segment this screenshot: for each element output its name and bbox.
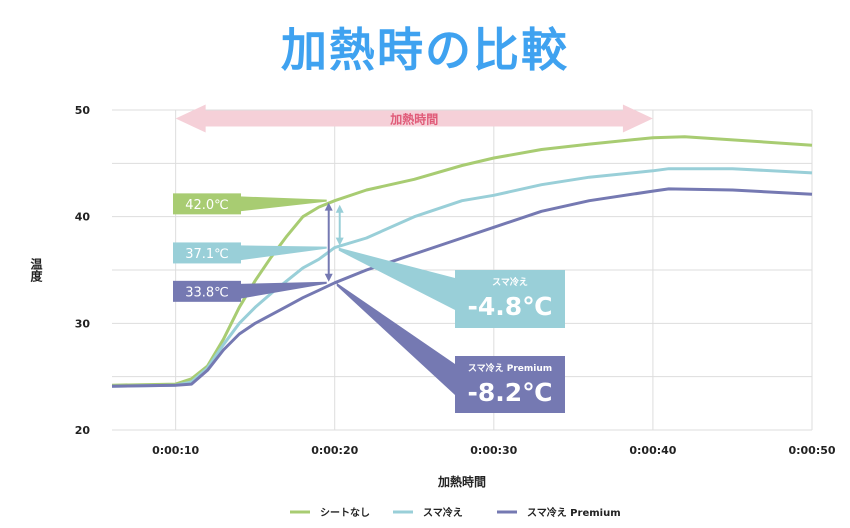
- legend-label: シートなし: [320, 507, 370, 519]
- value-callout-pointer: [239, 196, 327, 212]
- heating-range-annotation: 加熱時間: [175, 104, 653, 133]
- x-tick-label: 0:00:50: [788, 444, 835, 457]
- diff-box-value: -8.2℃: [468, 378, 553, 407]
- y-axis-label: 温度: [29, 258, 43, 283]
- x-tick-label: 0:00:40: [629, 444, 676, 457]
- legend-label: スマ冷え Premium: [527, 506, 621, 519]
- diff-box-value: -4.8℃: [468, 292, 553, 321]
- x-tick-label: 0:00:30: [470, 444, 517, 457]
- diff-box-title: スマ冷え: [492, 276, 528, 288]
- value-label-box: [173, 242, 241, 264]
- value-label-box: [173, 193, 241, 215]
- diff-arrow-premium-head: [324, 202, 333, 211]
- value-label-text: 37.1℃: [185, 247, 229, 262]
- x-tick-label: 0:00:10: [152, 444, 199, 457]
- value-label-box: [173, 280, 241, 302]
- diff-arrow-sumahie-head: [335, 204, 344, 213]
- series-layer: [111, 135, 813, 388]
- diff-box-title: スマ冷え Premium: [468, 362, 552, 374]
- heating-range-arrow: [175, 104, 653, 133]
- value-label-text: 33.8℃: [185, 285, 229, 300]
- y-tick-label: 30: [75, 317, 91, 330]
- diff-callout-pointer: [338, 247, 455, 310]
- y-tick-label: 50: [75, 104, 91, 117]
- diff-arrow-premium-head: [324, 273, 333, 282]
- series-line: [111, 135, 813, 387]
- y-tick-label: 40: [75, 211, 91, 224]
- value-callout-pointer: [239, 281, 327, 299]
- value-callout-pointer: [239, 245, 327, 261]
- x-tick-label: 0:00:20: [311, 444, 358, 457]
- legend: シートなし スマ冷え スマ冷え Premium: [290, 506, 621, 519]
- axes: 20 30 40 50 0:00:10 0:00:20 0:00:30 0:00:40 0:00…: [29, 104, 836, 489]
- diff-callout-pointer: [336, 282, 455, 395]
- value-label-text: 42.0℃: [185, 198, 229, 213]
- annotation-layer: 42.0℃ 37.1℃ 33.8℃ スマ冷え -4.8℃ スマ冷え Premium -8.2…: [173, 193, 565, 413]
- legend-label: スマ冷え: [423, 506, 463, 519]
- series-line: [111, 167, 813, 388]
- series-line: [111, 187, 813, 388]
- heating-range-label: 加熱時間: [389, 112, 438, 127]
- diff-box: [455, 356, 565, 413]
- y-tick-label: 20: [75, 424, 91, 437]
- x-axis-label: 加熱時間: [437, 474, 486, 489]
- diff-arrow-sumahie-head: [335, 237, 344, 246]
- page-title: 加熱時の比較: [281, 23, 569, 77]
- diff-box: [455, 270, 565, 328]
